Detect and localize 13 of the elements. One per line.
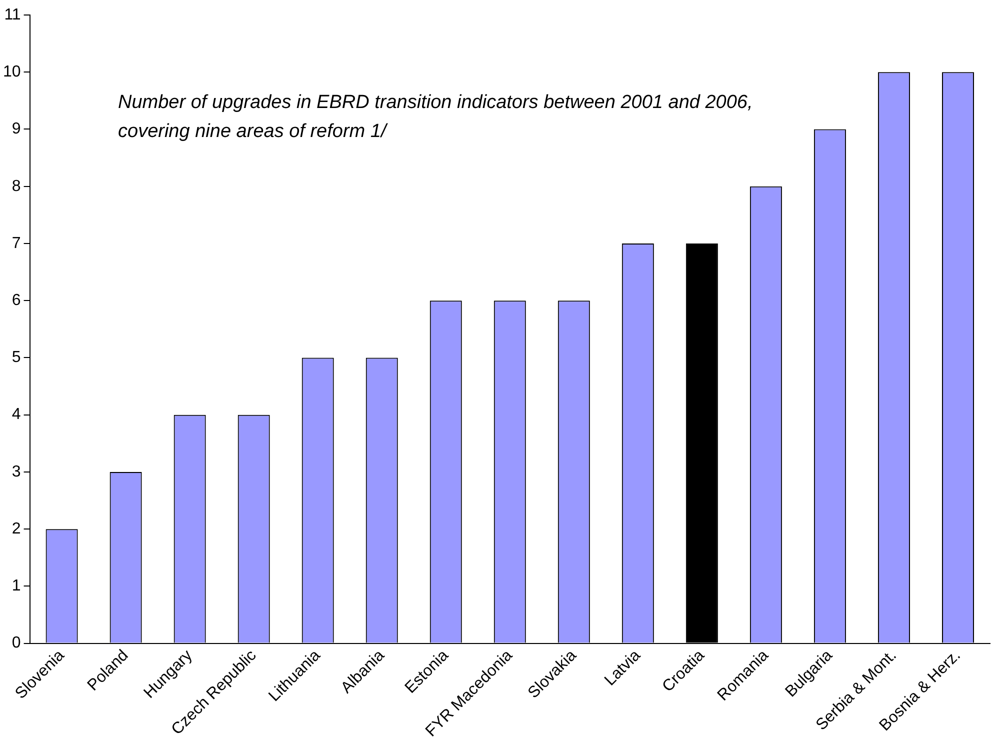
y-tick-label: 9 <box>12 120 21 138</box>
y-tick-label: 10 <box>3 64 21 81</box>
y-tick-label: 8 <box>12 178 21 195</box>
y-tick-label: 2 <box>12 520 21 538</box>
y-tick-label: 5 <box>12 349 21 366</box>
text: Number of upgrades in EBRD transition indicators between 2001 and 2006, covering nine areas of reform 1/ <box>118 91 754 144</box>
y-tick-label: 7 <box>12 234 21 252</box>
y-tick-label: 3 <box>12 463 21 480</box>
y-tick-label: 6 <box>12 292 21 309</box>
y-tick-label: 1 <box>12 578 21 595</box>
y-tick-label: 11 <box>4 6 21 24</box>
y-tick-label: 0 <box>12 634 21 652</box>
y-tick-label: 4 <box>12 406 21 424</box>
